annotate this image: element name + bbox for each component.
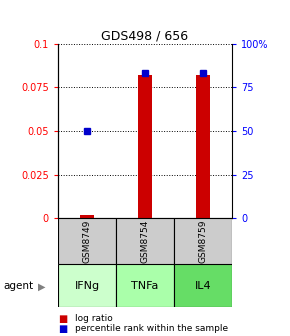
Bar — [196, 75, 210, 218]
Text: GSM8759: GSM8759 — [198, 219, 208, 263]
Bar — [174, 264, 232, 307]
Text: IL4: IL4 — [195, 281, 211, 291]
Text: agent: agent — [3, 281, 33, 291]
Text: ▶: ▶ — [38, 281, 45, 291]
Bar — [174, 218, 232, 264]
Text: log ratio: log ratio — [75, 314, 113, 323]
Text: ■: ■ — [58, 313, 67, 324]
Bar — [58, 218, 116, 264]
Bar — [58, 264, 116, 307]
Bar — [116, 218, 174, 264]
Text: IFNg: IFNg — [75, 281, 99, 291]
Text: GSM8754: GSM8754 — [140, 219, 150, 263]
Text: ■: ■ — [58, 324, 67, 334]
Text: percentile rank within the sample: percentile rank within the sample — [75, 324, 229, 333]
Title: GDS498 / 656: GDS498 / 656 — [102, 30, 188, 43]
Bar — [116, 264, 174, 307]
Text: TNFa: TNFa — [131, 281, 159, 291]
Text: GSM8749: GSM8749 — [82, 219, 92, 263]
Bar — [138, 75, 152, 218]
Bar — [80, 215, 94, 218]
